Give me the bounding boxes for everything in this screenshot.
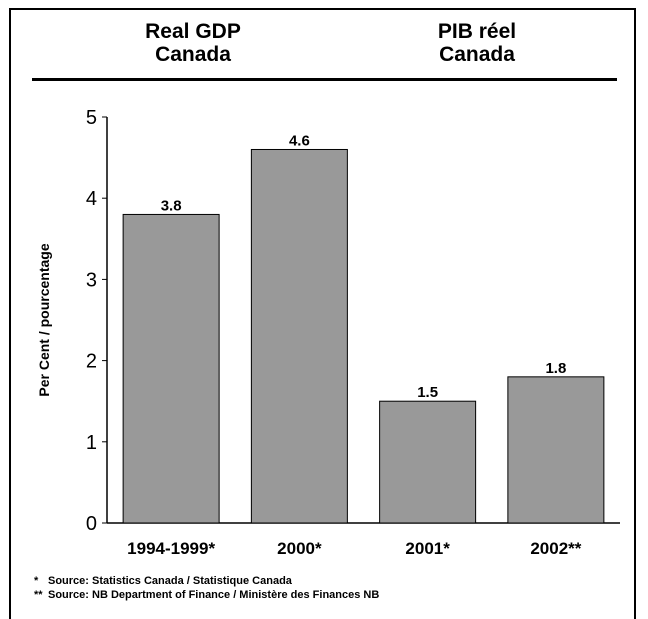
y-tick-label: 3 [86, 269, 97, 291]
title-english-line-1: Real GDP [145, 20, 241, 43]
footnote-nb-finance: ** Source: NB Department of Finance / Min… [34, 588, 379, 602]
title-french-line-2: Canada [439, 43, 515, 66]
title-french-line-1: PIB réel [437, 20, 517, 43]
chart-frame [9, 8, 636, 619]
footnotes: * Source: Statistics Canada / Statistique… [34, 574, 379, 602]
bar [507, 376, 605, 524]
footnote-mark: ** [34, 589, 43, 601]
y-tick-label: 2 [86, 351, 97, 373]
bar-value-label: 4.6 [289, 132, 310, 149]
y-tick-label: 4 [86, 188, 97, 210]
footnote-statistics-canada: * Source: Statistics Canada / Statistique… [34, 574, 379, 588]
title-french: PIB réel Canada [392, 20, 562, 66]
bar [122, 213, 220, 524]
x-category-label: 2000* [277, 539, 322, 558]
title-divider [32, 78, 617, 81]
x-category-label: 2002** [530, 539, 581, 558]
title-english-line-2: Canada [155, 43, 231, 66]
footnote-mark: * [34, 575, 39, 587]
y-tick-label: 5 [86, 107, 97, 129]
bar-value-label: 1.8 [545, 360, 566, 377]
title-english: Real GDP Canada [128, 20, 258, 66]
bar-value-label: 1.5 [417, 384, 438, 401]
x-category-label: 1994-1999* [127, 539, 215, 558]
bar [250, 148, 348, 524]
x-category-label: 2001* [405, 539, 450, 558]
bar [379, 400, 477, 524]
y-tick-label: 1 [86, 432, 97, 454]
bar-value-label: 3.8 [161, 197, 182, 214]
y-tick-label: 0 [86, 513, 97, 535]
footnote-text: Source: Statistics Canada / Statistique … [48, 575, 292, 587]
footnote-text: Source: NB Department of Finance / Minis… [48, 589, 380, 601]
